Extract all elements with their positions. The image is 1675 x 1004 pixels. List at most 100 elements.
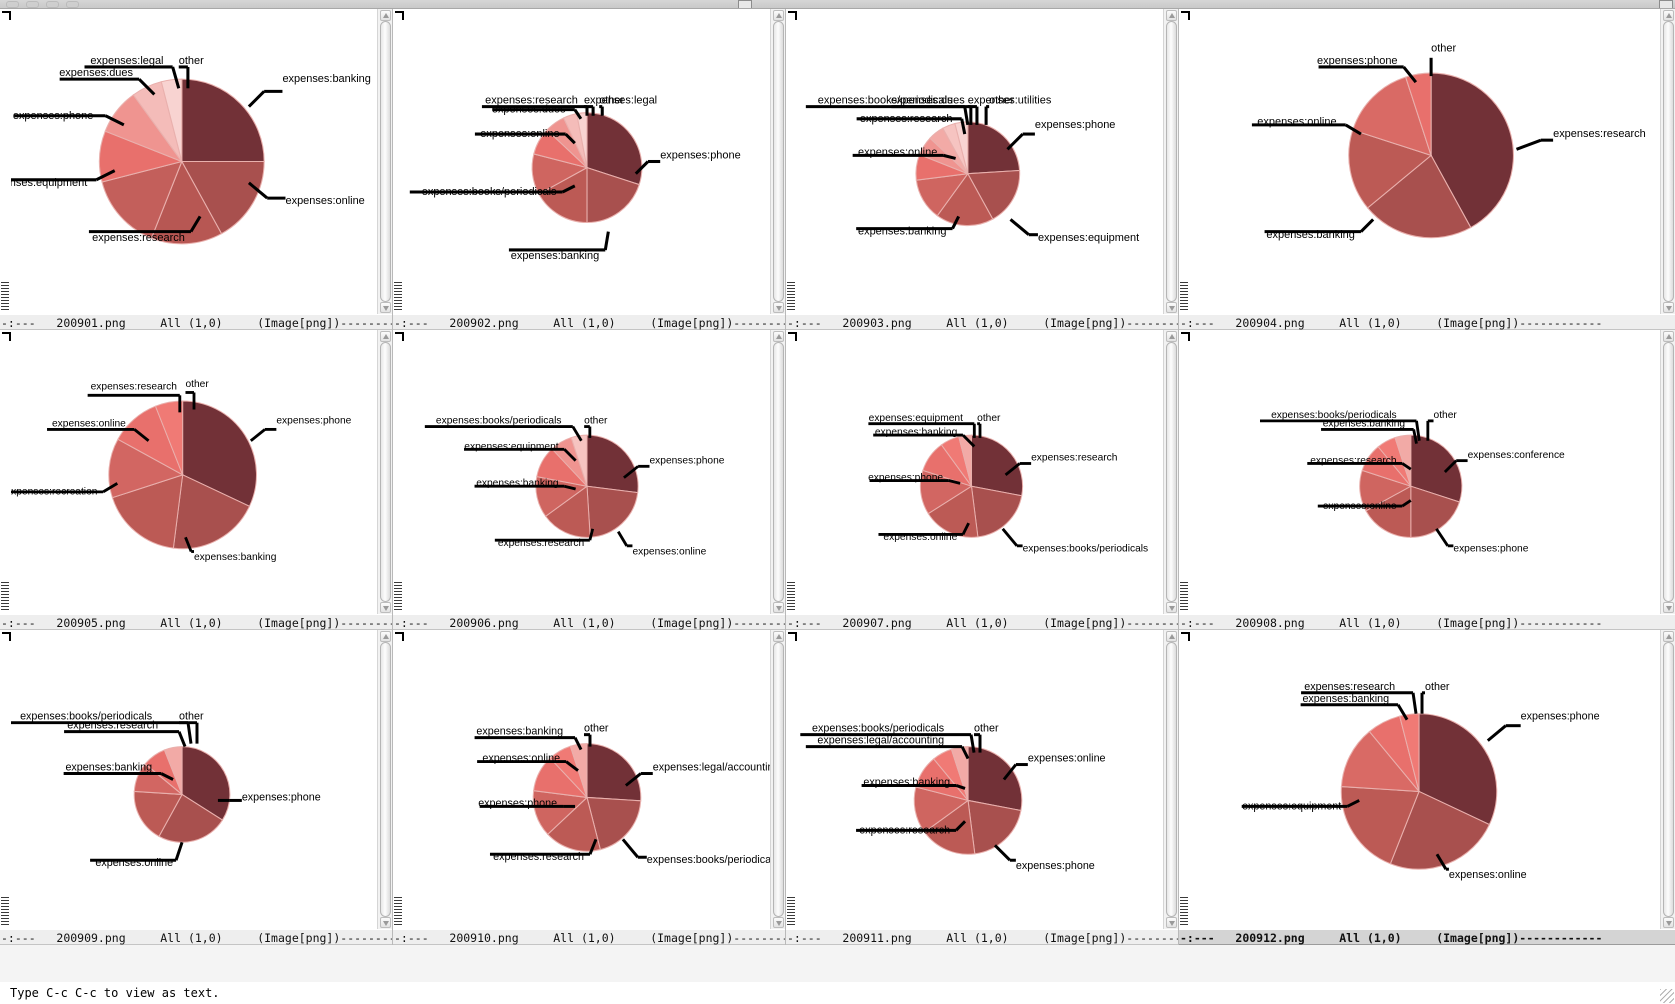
vertical-scrollbar[interactable] [377,630,392,929]
mode-line[interactable]: -:--- 200904.png All (1,0) (Image[png])-… [1179,314,1675,330]
image-canvas[interactable]: expenses:phone expenses:online expenses:ba… [11,630,377,929]
image-canvas[interactable]: expenses:phone expenses:online expenses:eq… [1190,630,1660,929]
minibuffer[interactable]: Type C-c C-c to view as text. [0,982,1675,1004]
scroll-up-arrow-icon[interactable] [380,331,391,342]
image-canvas[interactable]: expenses:online expenses:phone expenses:re… [797,630,1163,929]
vertical-scrollbar[interactable] [1660,630,1675,929]
mode-line[interactable]: -:--- 200910.png All (1,0) (Image[png])-… [393,929,785,945]
scroll-down-arrow-icon[interactable] [1166,917,1177,928]
scrollbar-thumb[interactable] [1663,642,1674,917]
truncation-corner-icon [2,632,11,641]
editor-window-200906[interactable]: expenses:phone expenses:online expenses:re… [393,330,786,630]
editor-window-200911[interactable]: expenses:online expenses:phone expenses:re… [786,630,1179,945]
mode-line[interactable]: -:--- 200905.png All (1,0) (Image[png])-… [0,614,392,630]
scroll-up-arrow-icon[interactable] [773,10,784,21]
scroll-up-arrow-icon[interactable] [1166,331,1177,342]
pie-slice [163,746,183,795]
pie-label-text: expenses:equipment [869,413,963,424]
scroll-down-arrow-icon[interactable] [773,602,784,613]
scroll-down-arrow-icon[interactable] [773,302,784,313]
scroll-down-arrow-icon[interactable] [1166,302,1177,313]
scroll-up-arrow-icon[interactable] [1663,331,1674,342]
mode-line[interactable]: -:--- 200907.png All (1,0) (Image[png])-… [786,614,1178,630]
editor-window-200904[interactable]: expenses:research expenses:banking expense… [1179,9,1675,330]
mode-line[interactable]: -:--- 200911.png All (1,0) (Image[png])-… [786,929,1178,945]
scrollbar-thumb[interactable] [1663,21,1674,302]
scroll-down-arrow-icon[interactable] [1663,917,1674,928]
scroll-up-arrow-icon[interactable] [1166,10,1177,21]
editor-window-200908[interactable]: expenses:conference expenses:phone expense… [1179,330,1675,630]
save-icon[interactable] [46,1,59,8]
scrollbar-thumb[interactable] [380,642,391,917]
editor-window-200901[interactable]: expenses:banking expenses:online expenses:… [0,9,393,330]
scroll-up-arrow-icon[interactable] [1663,10,1674,21]
scroll-up-arrow-icon[interactable] [773,631,784,642]
scrollbar-thumb[interactable] [773,642,784,917]
editor-window-200902[interactable]: expenses:phone expenses:banking expenses:b… [393,9,786,330]
print-icon[interactable] [66,1,79,8]
vertical-scrollbar[interactable] [1163,9,1178,314]
vertical-scrollbar[interactable] [1660,330,1675,614]
vertical-scrollbar[interactable] [377,9,392,314]
image-canvas[interactable]: expenses:banking expenses:online expenses:… [11,9,377,314]
window-icon[interactable] [738,0,752,8]
open-icon[interactable] [26,1,39,8]
scroll-down-arrow-icon[interactable] [1663,602,1674,613]
scrollbar-thumb[interactable] [1663,342,1674,602]
scroll-down-arrow-icon[interactable] [773,917,784,928]
frame-icon[interactable] [1659,0,1673,8]
scroll-down-arrow-icon[interactable] [1663,302,1674,313]
scrollbar-thumb[interactable] [1166,642,1177,917]
mode-line[interactable]: -:--- 200903.png All (1,0) (Image[png])-… [786,314,1178,330]
pie-label-text: expenses:research [860,113,953,125]
scrollbar-thumb[interactable] [1166,342,1177,602]
scroll-up-arrow-icon[interactable] [380,631,391,642]
image-canvas[interactable]: expenses:research expenses:books/periodic… [797,330,1163,614]
scroll-down-arrow-icon[interactable] [380,602,391,613]
resize-grip[interactable] [1660,989,1674,1003]
vertical-scrollbar[interactable] [1163,330,1178,614]
vertical-scrollbar[interactable] [377,330,392,614]
scroll-up-arrow-icon[interactable] [1663,631,1674,642]
scroll-up-arrow-icon[interactable] [1166,631,1177,642]
image-canvas[interactable]: expenses:phone expenses:banking expenses:b… [404,9,770,314]
vertical-scrollbar[interactable] [1163,630,1178,929]
vertical-scrollbar[interactable] [770,630,785,929]
pie-label-text: expenses:research [91,382,178,393]
editor-window-200905[interactable]: expenses:phone expenses:banking expenses:r… [0,330,393,630]
mode-line[interactable]: -:--- 200908.png All (1,0) (Image[png])-… [1179,614,1675,630]
mode-line[interactable]: -:--- 200901.png All (1,0) (Image[png])-… [0,314,392,330]
scrollbar-thumb[interactable] [1166,21,1177,302]
scroll-down-arrow-icon[interactable] [1166,602,1177,613]
mode-line[interactable]: -:--- 200912.png All (1,0) (Image[png])-… [1179,929,1675,945]
image-canvas[interactable]: expenses:phone expenses:online expenses:re… [404,330,770,614]
image-canvas[interactable]: expenses:phone expenses:banking expenses:r… [11,330,377,614]
editor-window-200909[interactable]: expenses:phone expenses:online expenses:ba… [0,630,393,945]
image-canvas[interactable]: expenses:conference expenses:phone expense… [1190,330,1660,614]
pie-label-text: expenses:equipment [11,177,87,189]
editor-window-200912[interactable]: expenses:phone expenses:online expenses:eq… [1179,630,1675,945]
image-canvas[interactable]: expenses:research expenses:banking expense… [1190,9,1660,314]
image-canvas[interactable]: expenses:phone expenses:equipment expenses… [797,9,1163,314]
vertical-scrollbar[interactable] [770,9,785,314]
pie-label: expenses:research [1004,453,1118,476]
mode-line[interactable]: -:--- 200902.png All (1,0) (Image[png])-… [393,314,785,330]
scrollbar-thumb[interactable] [773,342,784,602]
new-icon[interactable] [6,1,19,8]
scroll-down-arrow-icon[interactable] [380,302,391,313]
pie-label: expenses:online [1251,116,1362,136]
scrollbar-thumb[interactable] [773,21,784,302]
vertical-scrollbar[interactable] [1660,9,1675,314]
scrollbar-thumb[interactable] [380,21,391,302]
image-canvas[interactable]: expenses:legal/accounting expenses:books/… [404,630,770,929]
vertical-scrollbar[interactable] [770,330,785,614]
scrollbar-thumb[interactable] [380,342,391,602]
scroll-down-arrow-icon[interactable] [380,917,391,928]
mode-line[interactable]: -:--- 200906.png All (1,0) (Image[png])-… [393,614,785,630]
mode-line[interactable]: -:--- 200909.png All (1,0) (Image[png])-… [0,929,392,945]
scroll-up-arrow-icon[interactable] [773,331,784,342]
editor-window-200910[interactable]: expenses:legal/accounting expenses:books/… [393,630,786,945]
editor-window-200907[interactable]: expenses:research expenses:books/periodic… [786,330,1179,630]
editor-window-200903[interactable]: expenses:phone expenses:equipment expenses… [786,9,1179,330]
scroll-up-arrow-icon[interactable] [380,10,391,21]
